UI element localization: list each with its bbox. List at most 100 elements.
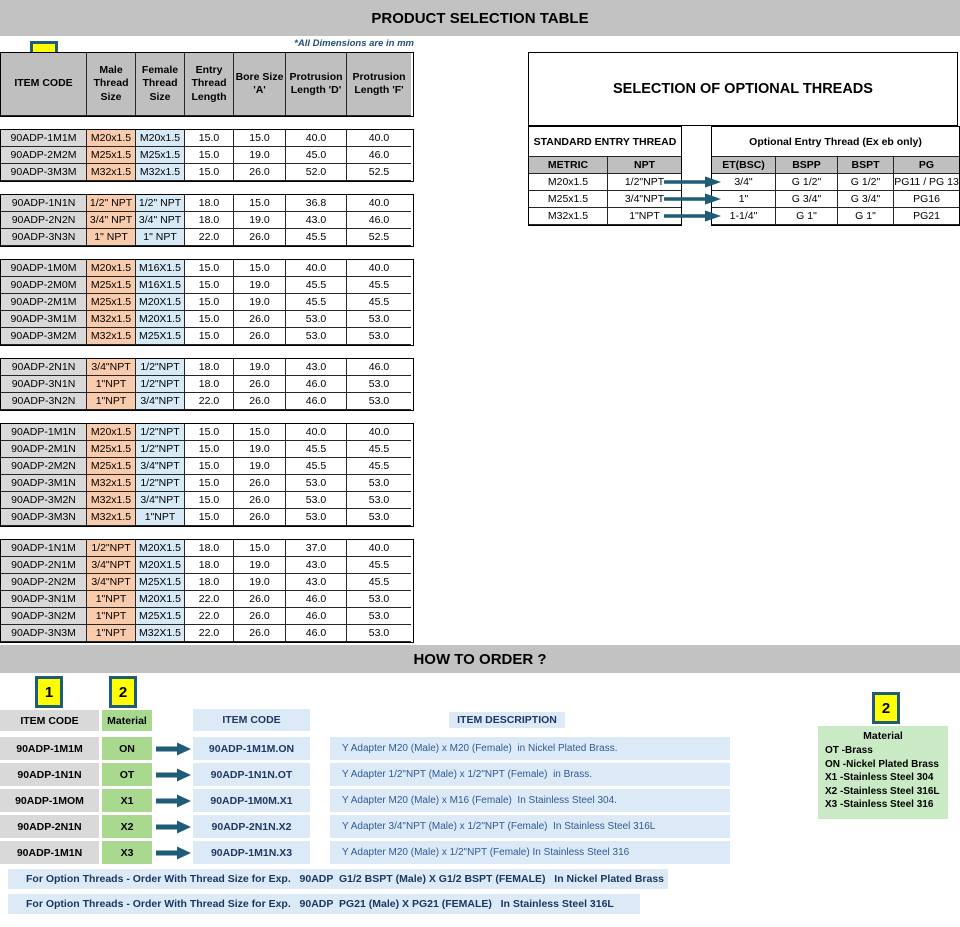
column-header: Protrusion Length 'F'	[347, 53, 411, 116]
value-cell: 53.0	[347, 591, 411, 608]
item-code-cell: 90ADP-2N2N	[1, 212, 87, 229]
value-cell: 53.0	[286, 328, 347, 345]
order-description: Y Adapter M20 (Male) x M16 (Female) In S…	[330, 789, 730, 812]
item-code-cell: 90ADP-3N3N	[1, 229, 87, 246]
value-cell: M16X1.5	[136, 277, 185, 294]
value-cell: 53.0	[347, 311, 411, 328]
order-item-code: 90ADP-1M1M	[0, 737, 99, 760]
value-cell: 46.0	[286, 393, 347, 410]
value-cell: 53.0	[347, 509, 411, 526]
order-material-code: X3	[102, 841, 152, 864]
thread-value-cell: G 1"	[776, 208, 838, 225]
value-cell: 1/2" NPT	[87, 195, 136, 212]
value-cell: 19.0	[234, 441, 286, 458]
value-cell: 45.5	[286, 294, 347, 311]
item-code-cell: 90ADP-2N2M	[1, 574, 87, 591]
thread-value-cell: G 1"	[838, 208, 894, 225]
value-cell: M20x1.5	[87, 130, 136, 147]
value-cell: 45.5	[347, 574, 411, 591]
standard-thread-row: M20x1.5 1/2"NPT	[529, 174, 681, 191]
value-cell: 15.0	[234, 424, 286, 441]
value-cell: 19.0	[234, 147, 286, 164]
value-cell: 15.0	[185, 328, 234, 345]
optional-entry-thread-table: Optional Entry Thread (Ex eb only) ET(BS…	[711, 126, 960, 226]
material-legend-item: ON -Nickel Plated Brass	[825, 758, 939, 770]
value-cell: M25x1.5	[136, 147, 185, 164]
value-cell: 18.0	[185, 540, 234, 557]
value-cell: 1/2"NPT	[136, 359, 185, 376]
order-example-row: 90ADP-1M1M ON 90ADP-1M1M.ON Y Adapter M20 (…	[0, 737, 960, 760]
column-header: PG	[894, 157, 959, 174]
value-cell: 46.0	[286, 625, 347, 642]
value-cell: 26.0	[234, 625, 286, 642]
order-description-header: ITEM DESCRIPTION	[449, 712, 565, 728]
value-cell: 53.0	[347, 393, 411, 410]
value-cell: 43.0	[286, 212, 347, 229]
value-cell: 26.0	[234, 229, 286, 246]
thread-value-cell: G 3/4"	[838, 191, 894, 208]
column-header: ET(BSC)	[712, 157, 776, 174]
item-code-cell: 90ADP-3N1N	[1, 376, 87, 393]
value-cell: 3/4"NPT	[87, 557, 136, 574]
value-cell: 53.0	[347, 492, 411, 509]
optional-thread-row: 1" G 3/4" G 3/4" PG16	[712, 191, 959, 208]
value-cell: 26.0	[234, 492, 286, 509]
order-description: Y Adapter M20 (Male) x M20 (Female) in N…	[330, 737, 730, 760]
value-cell: 18.0	[185, 359, 234, 376]
value-cell: 36.8	[286, 195, 347, 212]
value-cell: M20X1.5	[136, 557, 185, 574]
item-code-cell: 90ADP-2M2M	[1, 147, 87, 164]
thread-value-cell: PG11 / PG 13	[894, 174, 959, 191]
value-cell: 19.0	[234, 359, 286, 376]
value-cell: 15.0	[185, 130, 234, 147]
how-to-order-title: HOW TO ORDER ?	[413, 650, 547, 668]
value-cell: 15.0	[185, 441, 234, 458]
value-cell: 45.5	[347, 441, 411, 458]
column-header: Protrusion Length 'D'	[286, 53, 347, 116]
value-cell: M20X1.5	[136, 540, 185, 557]
value-cell: 1/2"NPT	[136, 424, 185, 441]
material-legend: Material OT -Brass ON -Nickel Plated Bras…	[818, 726, 948, 819]
value-cell: 26.0	[234, 393, 286, 410]
metric-cell: M32x1.5	[529, 208, 608, 225]
order-example-row: 90ADP-1M1N X3 90ADP-1M1N.X3 Y Adapter M20 (…	[0, 841, 960, 864]
order-arrow-icon	[156, 742, 191, 756]
optional-threads-title: SELECTION OF OPTIONAL THREADS	[528, 52, 958, 126]
value-cell: 53.0	[347, 328, 411, 345]
order-item-code: 90ADP-1N1N	[0, 763, 99, 786]
value-cell: M32x1.5	[87, 475, 136, 492]
value-cell: 15.0	[185, 492, 234, 509]
value-cell: 1/2"NPT	[136, 376, 185, 393]
value-cell: 45.5	[286, 458, 347, 475]
value-cell: 3/4"NPT	[87, 359, 136, 376]
value-cell: 45.5	[347, 294, 411, 311]
column-header: Bore Size 'A'	[234, 53, 286, 116]
value-cell: 22.0	[185, 591, 234, 608]
item-code-cell: 90ADP-1N1N	[1, 195, 87, 212]
value-cell: 53.0	[286, 475, 347, 492]
value-cell: 26.0	[234, 591, 286, 608]
order-material-code: X1	[102, 789, 152, 812]
thread-map-arrow-icon	[664, 176, 721, 188]
value-cell: 19.0	[234, 212, 286, 229]
value-cell: 1/2"NPT	[136, 441, 185, 458]
value-cell: 3/4" NPT	[87, 212, 136, 229]
value-cell: M32X1.5	[136, 625, 185, 642]
order-item-code-header: ITEM CODE	[0, 710, 99, 731]
optional-thread-row: 3/4" G 1/2" G 1/2" PG11 / PG 13	[712, 174, 959, 191]
standard-thread-row: M32x1.5 1"NPT	[529, 208, 681, 225]
column-header: ITEM CODE	[1, 53, 87, 116]
value-cell: 26.0	[234, 509, 286, 526]
metric-cell: M20x1.5	[529, 174, 608, 191]
value-cell: M20x1.5	[87, 260, 136, 277]
optional-entry-thread-header: Optional Entry Thread (Ex eb only)	[712, 127, 959, 157]
value-cell: 1/2"NPT	[87, 540, 136, 557]
value-cell: 45.5	[286, 441, 347, 458]
order-arrow-icon	[156, 768, 191, 782]
value-cell: M25x1.5	[87, 441, 136, 458]
value-cell: M20X1.5	[136, 311, 185, 328]
value-cell: 46.0	[347, 359, 411, 376]
product-group: 90ADP-1M1N M20x1.5 1/2"NPT 15.0 15.0 40.0 40.0…	[0, 423, 414, 527]
how-to-order-bar: HOW TO ORDER ?	[0, 645, 960, 673]
